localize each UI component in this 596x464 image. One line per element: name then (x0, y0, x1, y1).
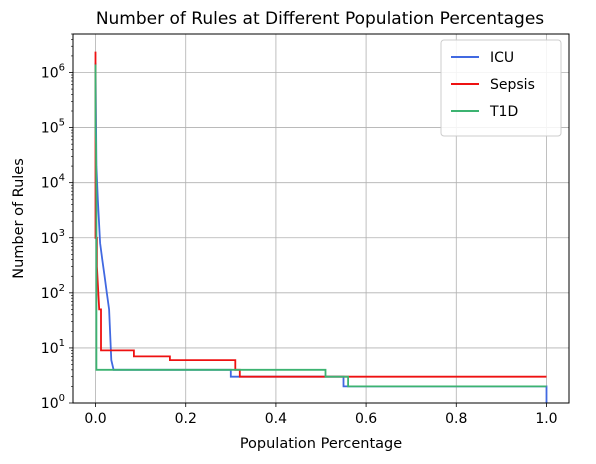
y-tick-label: 104 (41, 173, 65, 192)
chart-title: Number of Rules at Different Population … (96, 9, 544, 29)
y-tick-label: 106 (41, 63, 65, 82)
series-line-icu (94, 62, 548, 403)
x-tick-label: 0.4 (265, 411, 287, 427)
legend: ICU Sepsis T1D (440, 39, 562, 137)
plot-frame (72, 33, 570, 404)
x-tick-label: 0.6 (355, 411, 377, 427)
legend-label-t1d: T1D (489, 104, 518, 120)
x-tick-label: 0.2 (175, 411, 197, 427)
y-tick-label: 103 (41, 228, 65, 247)
y-axis-label: Number of Rules (11, 158, 27, 279)
y-tick-label: 105 (41, 118, 65, 137)
y-tick-label: 101 (41, 338, 65, 357)
x-tick-label: 1.0 (535, 411, 557, 427)
axis-ticks: 0.0 0.2 0.4 0.6 0.8 1.0 100 101 102 103 104 105 106 (41, 33, 558, 427)
x-tick-label: 0.0 (84, 411, 106, 427)
y-tick-label: 100 (41, 393, 65, 412)
x-axis-label: Population Percentage (240, 436, 402, 452)
legend-label-sepsis: Sepsis (490, 77, 535, 93)
series-line-t1d (94, 64, 547, 388)
legend-label-icu: ICU (490, 50, 514, 66)
y-tick-label: 102 (41, 283, 65, 302)
x-tick-label: 0.8 (445, 411, 467, 427)
plot-series (94, 51, 548, 403)
